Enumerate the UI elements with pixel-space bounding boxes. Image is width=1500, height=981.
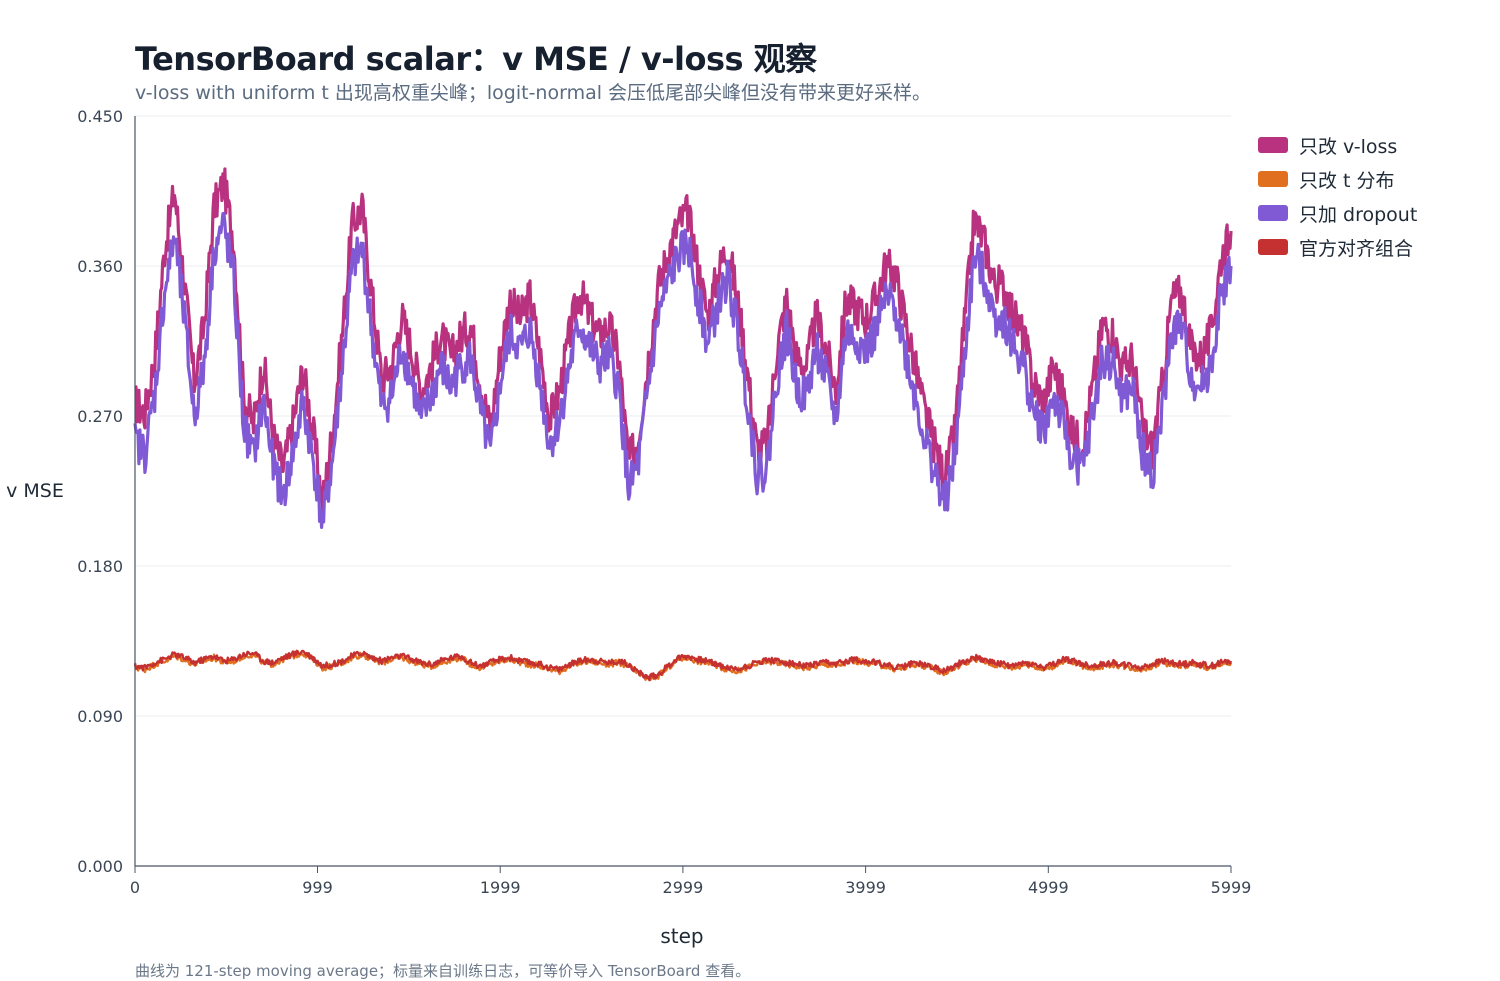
y-tick-label: 0.000 (77, 857, 123, 876)
axes (134, 116, 1232, 873)
chart-legend[interactable]: 只改 v-loss 只改 t 分布 只加 dropout 官方对齐组合 (1258, 128, 1417, 264)
legend-item[interactable]: 官方对齐组合 (1258, 230, 1417, 264)
legend-label: 只加 dropout (1299, 203, 1418, 226)
series-line (134, 167, 1233, 514)
x-axis-label: step (660, 924, 703, 948)
chart-title: TensorBoard scalar：v MSE / v-loss 观察 (135, 40, 817, 78)
legend-item[interactable]: 只改 v-loss (1258, 128, 1417, 162)
x-tick-label: 0 (130, 878, 140, 897)
series-line (133, 649, 1233, 682)
legend-label: 只改 v-loss (1299, 135, 1398, 158)
series-line (133, 650, 1233, 682)
y-tick-label: 0.360 (77, 257, 123, 276)
gridlines (135, 115, 1231, 717)
tick-labels: 0.000 0.090 0.180 0.270 0.360 0.450 0 999 1999 29… (77, 107, 1251, 897)
y-tick-label: 0.270 (77, 407, 123, 426)
x-tick-label: 2999 (663, 878, 704, 897)
legend-item[interactable]: 只改 t 分布 (1258, 162, 1417, 196)
legend-swatch (1258, 137, 1288, 153)
x-tick-label: 4999 (1028, 878, 1069, 897)
legend-swatch (1258, 239, 1288, 255)
chart-subtitle: v-loss with uniform t 出现高权重尖峰；logit-norm… (135, 82, 932, 104)
legend-label: 官方对齐组合 (1299, 237, 1414, 260)
series-line (133, 211, 1233, 529)
legend-swatch (1258, 205, 1288, 221)
legend-label: 只改 t 分布 (1299, 169, 1395, 192)
x-tick-label: 999 (302, 878, 333, 897)
legend-item[interactable]: 只加 dropout (1258, 196, 1417, 230)
x-tick-label: 5999 (1211, 878, 1252, 897)
y-axis-label: v MSE (6, 480, 64, 502)
y-tick-label: 0.180 (77, 557, 123, 576)
y-tick-label: 0.090 (77, 707, 123, 726)
x-tick-label: 1999 (480, 878, 521, 897)
x-tick-label: 3999 (845, 878, 886, 897)
legend-swatch (1258, 171, 1288, 187)
y-tick-label: 0.450 (77, 107, 123, 126)
chart-footnote: 曲线为 121-step moving average；标量来自训练日志，可等价… (135, 962, 751, 980)
series-lines (133, 167, 1233, 682)
